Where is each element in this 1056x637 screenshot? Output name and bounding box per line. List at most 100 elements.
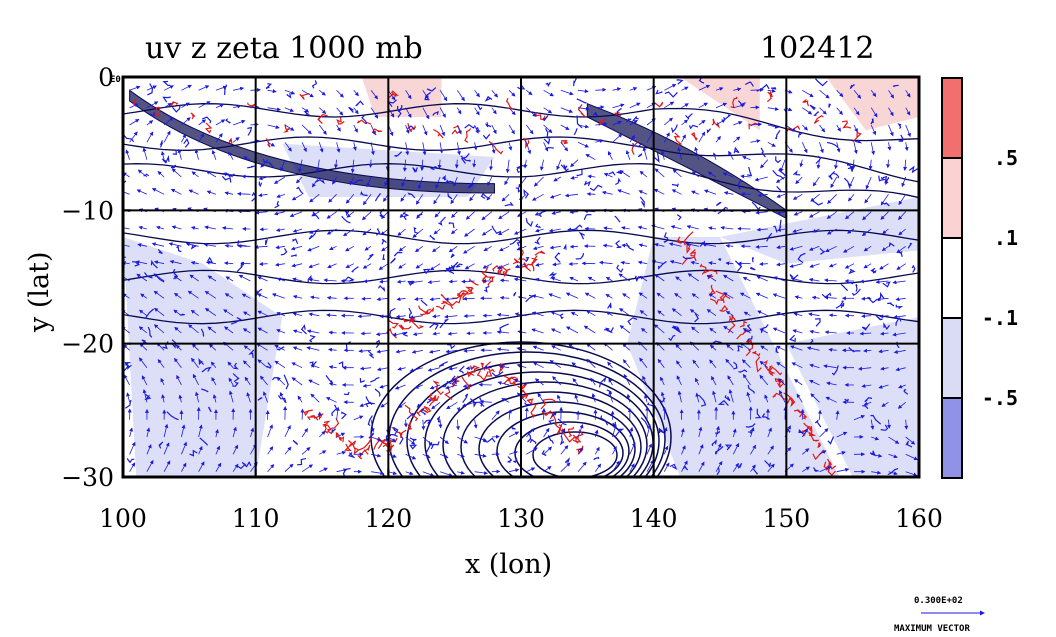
vorticity-contour-line bbox=[124, 400, 132, 409]
wind-vector bbox=[812, 176, 820, 187]
vorticity-contour-line bbox=[355, 100, 364, 107]
wind-vector bbox=[125, 149, 130, 160]
wind-vector bbox=[776, 311, 786, 317]
wind-vector bbox=[605, 311, 613, 317]
vorticity-contour-line bbox=[614, 215, 621, 223]
vorticity-contour-line bbox=[483, 437, 496, 443]
wind-vector bbox=[361, 211, 372, 221]
wind-vector bbox=[639, 170, 648, 178]
colorbar: .5 .1 -.1 -.5 bbox=[941, 77, 1018, 479]
wind-vector bbox=[586, 192, 596, 196]
wind-vector bbox=[376, 349, 389, 354]
wind-vector bbox=[301, 107, 310, 113]
wind-vector bbox=[138, 357, 148, 368]
x-tick-label: 160 bbox=[895, 504, 943, 533]
wind-vector bbox=[772, 327, 786, 334]
vorticity-contour-line bbox=[351, 266, 359, 273]
vorticity-contour-line bbox=[525, 257, 530, 262]
vorticity-contour-line bbox=[513, 457, 518, 464]
vorticity-contour-line bbox=[752, 468, 759, 475]
x-tick-label: 110 bbox=[232, 504, 280, 533]
wind-vector bbox=[376, 367, 389, 372]
wind-vector bbox=[129, 85, 141, 91]
wind-vector bbox=[637, 260, 648, 265]
vorticity-contour-line bbox=[895, 304, 904, 309]
vorticity-contour-line bbox=[504, 201, 514, 207]
wind-vector bbox=[171, 225, 182, 230]
vorticity-contour-line bbox=[407, 123, 416, 133]
vorticity-contour-line bbox=[325, 375, 333, 385]
wind-vector bbox=[726, 344, 734, 351]
wind-vector bbox=[870, 90, 877, 97]
wind-vector bbox=[896, 245, 906, 254]
wind-vector bbox=[603, 173, 613, 178]
corner-exponent-label: E0 bbox=[110, 75, 121, 85]
wind-vector bbox=[415, 263, 424, 269]
wind-vector bbox=[381, 211, 389, 219]
vorticity-contour-line bbox=[634, 275, 640, 283]
wind-vector bbox=[210, 361, 217, 368]
vorticity-contour-line bbox=[503, 376, 513, 386]
wind-vector bbox=[153, 273, 165, 282]
wind-vector bbox=[819, 142, 824, 154]
wind-vector bbox=[311, 211, 320, 217]
vorticity-contour-line bbox=[870, 117, 874, 125]
vorticity-contour-line bbox=[608, 171, 616, 176]
vorticity-contour-line bbox=[719, 304, 729, 313]
wind-vector bbox=[422, 107, 430, 120]
vorticity-contour-line bbox=[435, 304, 446, 310]
wind-vector bbox=[370, 142, 375, 156]
wind-vector bbox=[399, 211, 406, 218]
wind-vector bbox=[862, 211, 872, 221]
wind-vector bbox=[622, 343, 631, 351]
wind-vector bbox=[489, 159, 494, 171]
wind-vector bbox=[691, 190, 699, 195]
wind-vector bbox=[551, 345, 561, 351]
wind-vector bbox=[569, 276, 579, 282]
wind-vector bbox=[191, 343, 199, 351]
wind-vector bbox=[884, 176, 889, 185]
wind-vector bbox=[878, 349, 889, 354]
wind-vector bbox=[654, 242, 665, 247]
wind-vector bbox=[463, 348, 475, 353]
vorticity-contour-line bbox=[688, 124, 699, 130]
wind-vector bbox=[232, 104, 242, 109]
vorticity-contour-line bbox=[682, 256, 692, 260]
wind-vector bbox=[525, 142, 532, 155]
wind-vector bbox=[362, 194, 372, 206]
wind-vector bbox=[586, 310, 596, 317]
wind-vector bbox=[602, 243, 613, 248]
vorticity-contour-line bbox=[344, 443, 353, 452]
wind-vector bbox=[531, 328, 544, 334]
vorticity-contour-line bbox=[546, 146, 554, 149]
wind-vector bbox=[323, 278, 337, 283]
wind-vector bbox=[819, 124, 826, 133]
vorticity-contour-line bbox=[308, 335, 316, 343]
wind-vector bbox=[402, 159, 407, 172]
vorticity-contour-line bbox=[747, 384, 755, 394]
vorticity-contour-line bbox=[348, 452, 356, 459]
vorticity-contour-line bbox=[543, 138, 551, 145]
wind-vector bbox=[448, 245, 458, 253]
vorticity-contour-line bbox=[426, 398, 433, 404]
wind-vector bbox=[776, 210, 786, 215]
wind-vector bbox=[903, 159, 908, 171]
wind-vector bbox=[359, 366, 372, 371]
wind-vector bbox=[706, 309, 717, 317]
wind-vector bbox=[370, 90, 378, 100]
wind-vector bbox=[139, 343, 148, 351]
wind-vector bbox=[129, 131, 138, 143]
vorticity-contour-line bbox=[878, 175, 886, 182]
wind-vector bbox=[257, 276, 268, 282]
vorticity-contour-line bbox=[487, 276, 495, 286]
wind-vector bbox=[725, 243, 734, 248]
vorticity-contour-line bbox=[676, 79, 684, 85]
wind-vector bbox=[809, 263, 820, 268]
wind-vector bbox=[496, 312, 510, 317]
wind-vector bbox=[508, 142, 513, 151]
vorticity-contour-line bbox=[516, 165, 525, 170]
vorticity-contour-line bbox=[813, 467, 819, 473]
vorticity-contour-line bbox=[813, 114, 824, 124]
vector-reference-caption: MAXIMUM VECTOR bbox=[894, 624, 970, 634]
vorticity-contour-line bbox=[529, 438, 537, 444]
